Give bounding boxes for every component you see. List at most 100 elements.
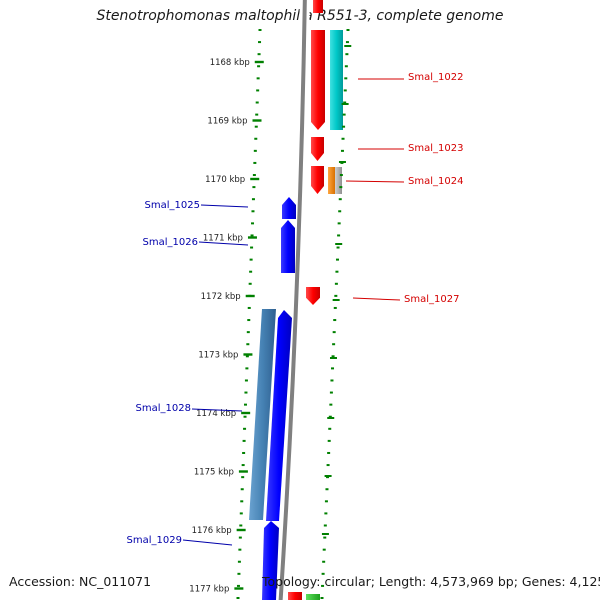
- ring-dot: [250, 246, 254, 249]
- scale-tick: [234, 587, 244, 590]
- ring-dot: [337, 234, 341, 237]
- minor-tick: [341, 103, 349, 105]
- ring-dot: [339, 174, 343, 177]
- ring-dot: [328, 427, 332, 430]
- gene-arrow-smal-1025: [282, 197, 296, 219]
- scale-tick-label: 1174 kbp: [196, 409, 236, 419]
- feature-bar-smal-1028: [249, 309, 276, 520]
- minor-tick: [335, 243, 343, 245]
- ring-dot: [346, 29, 350, 31]
- scale-tick: [247, 236, 257, 239]
- outer-dotted-ring: [320, 29, 350, 599]
- scale-tick-label: 1168 kbp: [210, 58, 250, 68]
- ring-dot: [239, 524, 243, 527]
- ring-dot: [324, 500, 328, 503]
- ring-dot: [344, 65, 348, 68]
- scale-tick-label: 1170 kbp: [205, 175, 245, 185]
- gene-arrow-bottom-green: [306, 594, 320, 600]
- ring-dot: [257, 65, 261, 68]
- ring-dot: [245, 367, 249, 370]
- gene-arrow-smal-1026: [281, 220, 295, 273]
- ring-dot: [238, 536, 242, 539]
- ring-dot: [246, 343, 250, 346]
- gene-label: Smal_1022: [408, 72, 463, 83]
- gene-leader-line: [345, 180, 405, 183]
- scale-tick: [238, 470, 248, 473]
- ring-dot: [244, 379, 248, 382]
- minor-tick: [338, 161, 346, 163]
- gene-arrow-top: [313, 0, 323, 13]
- gene-arrow-smal-1022: [311, 30, 325, 130]
- ring-dot: [240, 500, 244, 503]
- gene-arrow-smal-1029: [262, 521, 279, 600]
- ring-dot: [338, 198, 342, 201]
- ring-dot: [323, 524, 327, 527]
- feature-bar-orange: [328, 167, 335, 194]
- ring-dot: [340, 149, 344, 152]
- ring-dot: [325, 488, 329, 491]
- gene-arrow-smal-1023: [311, 137, 324, 161]
- ring-dot: [337, 222, 341, 225]
- gene-label: Smal_1023: [408, 143, 463, 154]
- scale-tick: [243, 353, 253, 356]
- gene-arrow-smal-1027: [306, 287, 320, 305]
- scale-tick-label: 1175 kbp: [194, 468, 234, 478]
- ring-dot: [254, 125, 258, 128]
- ring-dot: [248, 282, 252, 285]
- ring-dot: [329, 391, 333, 394]
- ring-dot: [321, 584, 325, 587]
- minor-tick: [324, 475, 332, 477]
- ring-dot: [336, 246, 340, 249]
- ring-dot: [239, 512, 243, 515]
- gene-label: Smal_1028: [136, 403, 191, 414]
- ring-dot: [327, 439, 331, 442]
- ring-dot: [338, 210, 342, 213]
- ring-dot: [321, 572, 325, 575]
- ring-dot: [333, 319, 337, 322]
- ring-dot: [255, 101, 259, 104]
- gene-arrow-smal-1028: [266, 310, 292, 521]
- ring-dot: [256, 89, 260, 92]
- ring-dot: [237, 560, 241, 563]
- scale-tick-label: 1173 kbp: [198, 351, 238, 361]
- minor-tick: [329, 357, 337, 359]
- ring-dot: [334, 282, 338, 285]
- ring-dot: [253, 149, 257, 152]
- scale-tick: [250, 177, 260, 181]
- ring-dot: [241, 464, 245, 467]
- ring-dot: [345, 53, 349, 56]
- ring-dot: [332, 331, 336, 334]
- ring-dot: [335, 270, 339, 273]
- ring-dot: [249, 258, 253, 261]
- scale-tick: [241, 411, 251, 415]
- gene-leader-line: [198, 241, 249, 246]
- ring-dot: [257, 53, 261, 56]
- ring-dot: [341, 137, 345, 140]
- ring-dot: [252, 174, 256, 177]
- ring-dot: [240, 488, 244, 491]
- feature-bar-gray: [335, 167, 342, 194]
- ring-dot: [243, 415, 247, 418]
- ring-dot: [243, 403, 247, 406]
- ring-dot: [237, 572, 241, 575]
- ring-dot: [243, 427, 247, 430]
- ring-dot: [251, 198, 255, 201]
- ring-dot: [322, 548, 326, 551]
- ring-dot: [332, 343, 336, 346]
- ring-dot: [333, 306, 337, 309]
- gene-leader-line: [352, 297, 401, 301]
- ring-dot: [252, 186, 256, 189]
- ring-dot: [331, 367, 335, 370]
- ring-dot: [255, 113, 259, 116]
- minor-tick: [332, 299, 340, 301]
- accession-text: Accession: NC_011071: [9, 574, 152, 589]
- scale-tick-label: 1176 kbp: [192, 526, 232, 536]
- ring-dot: [342, 125, 346, 128]
- ring-dot: [249, 270, 253, 273]
- ring-dot: [242, 439, 246, 442]
- ring-dot: [245, 355, 249, 358]
- scale-tick-label: 1177 kbp: [189, 585, 229, 595]
- ring-dot: [246, 331, 250, 334]
